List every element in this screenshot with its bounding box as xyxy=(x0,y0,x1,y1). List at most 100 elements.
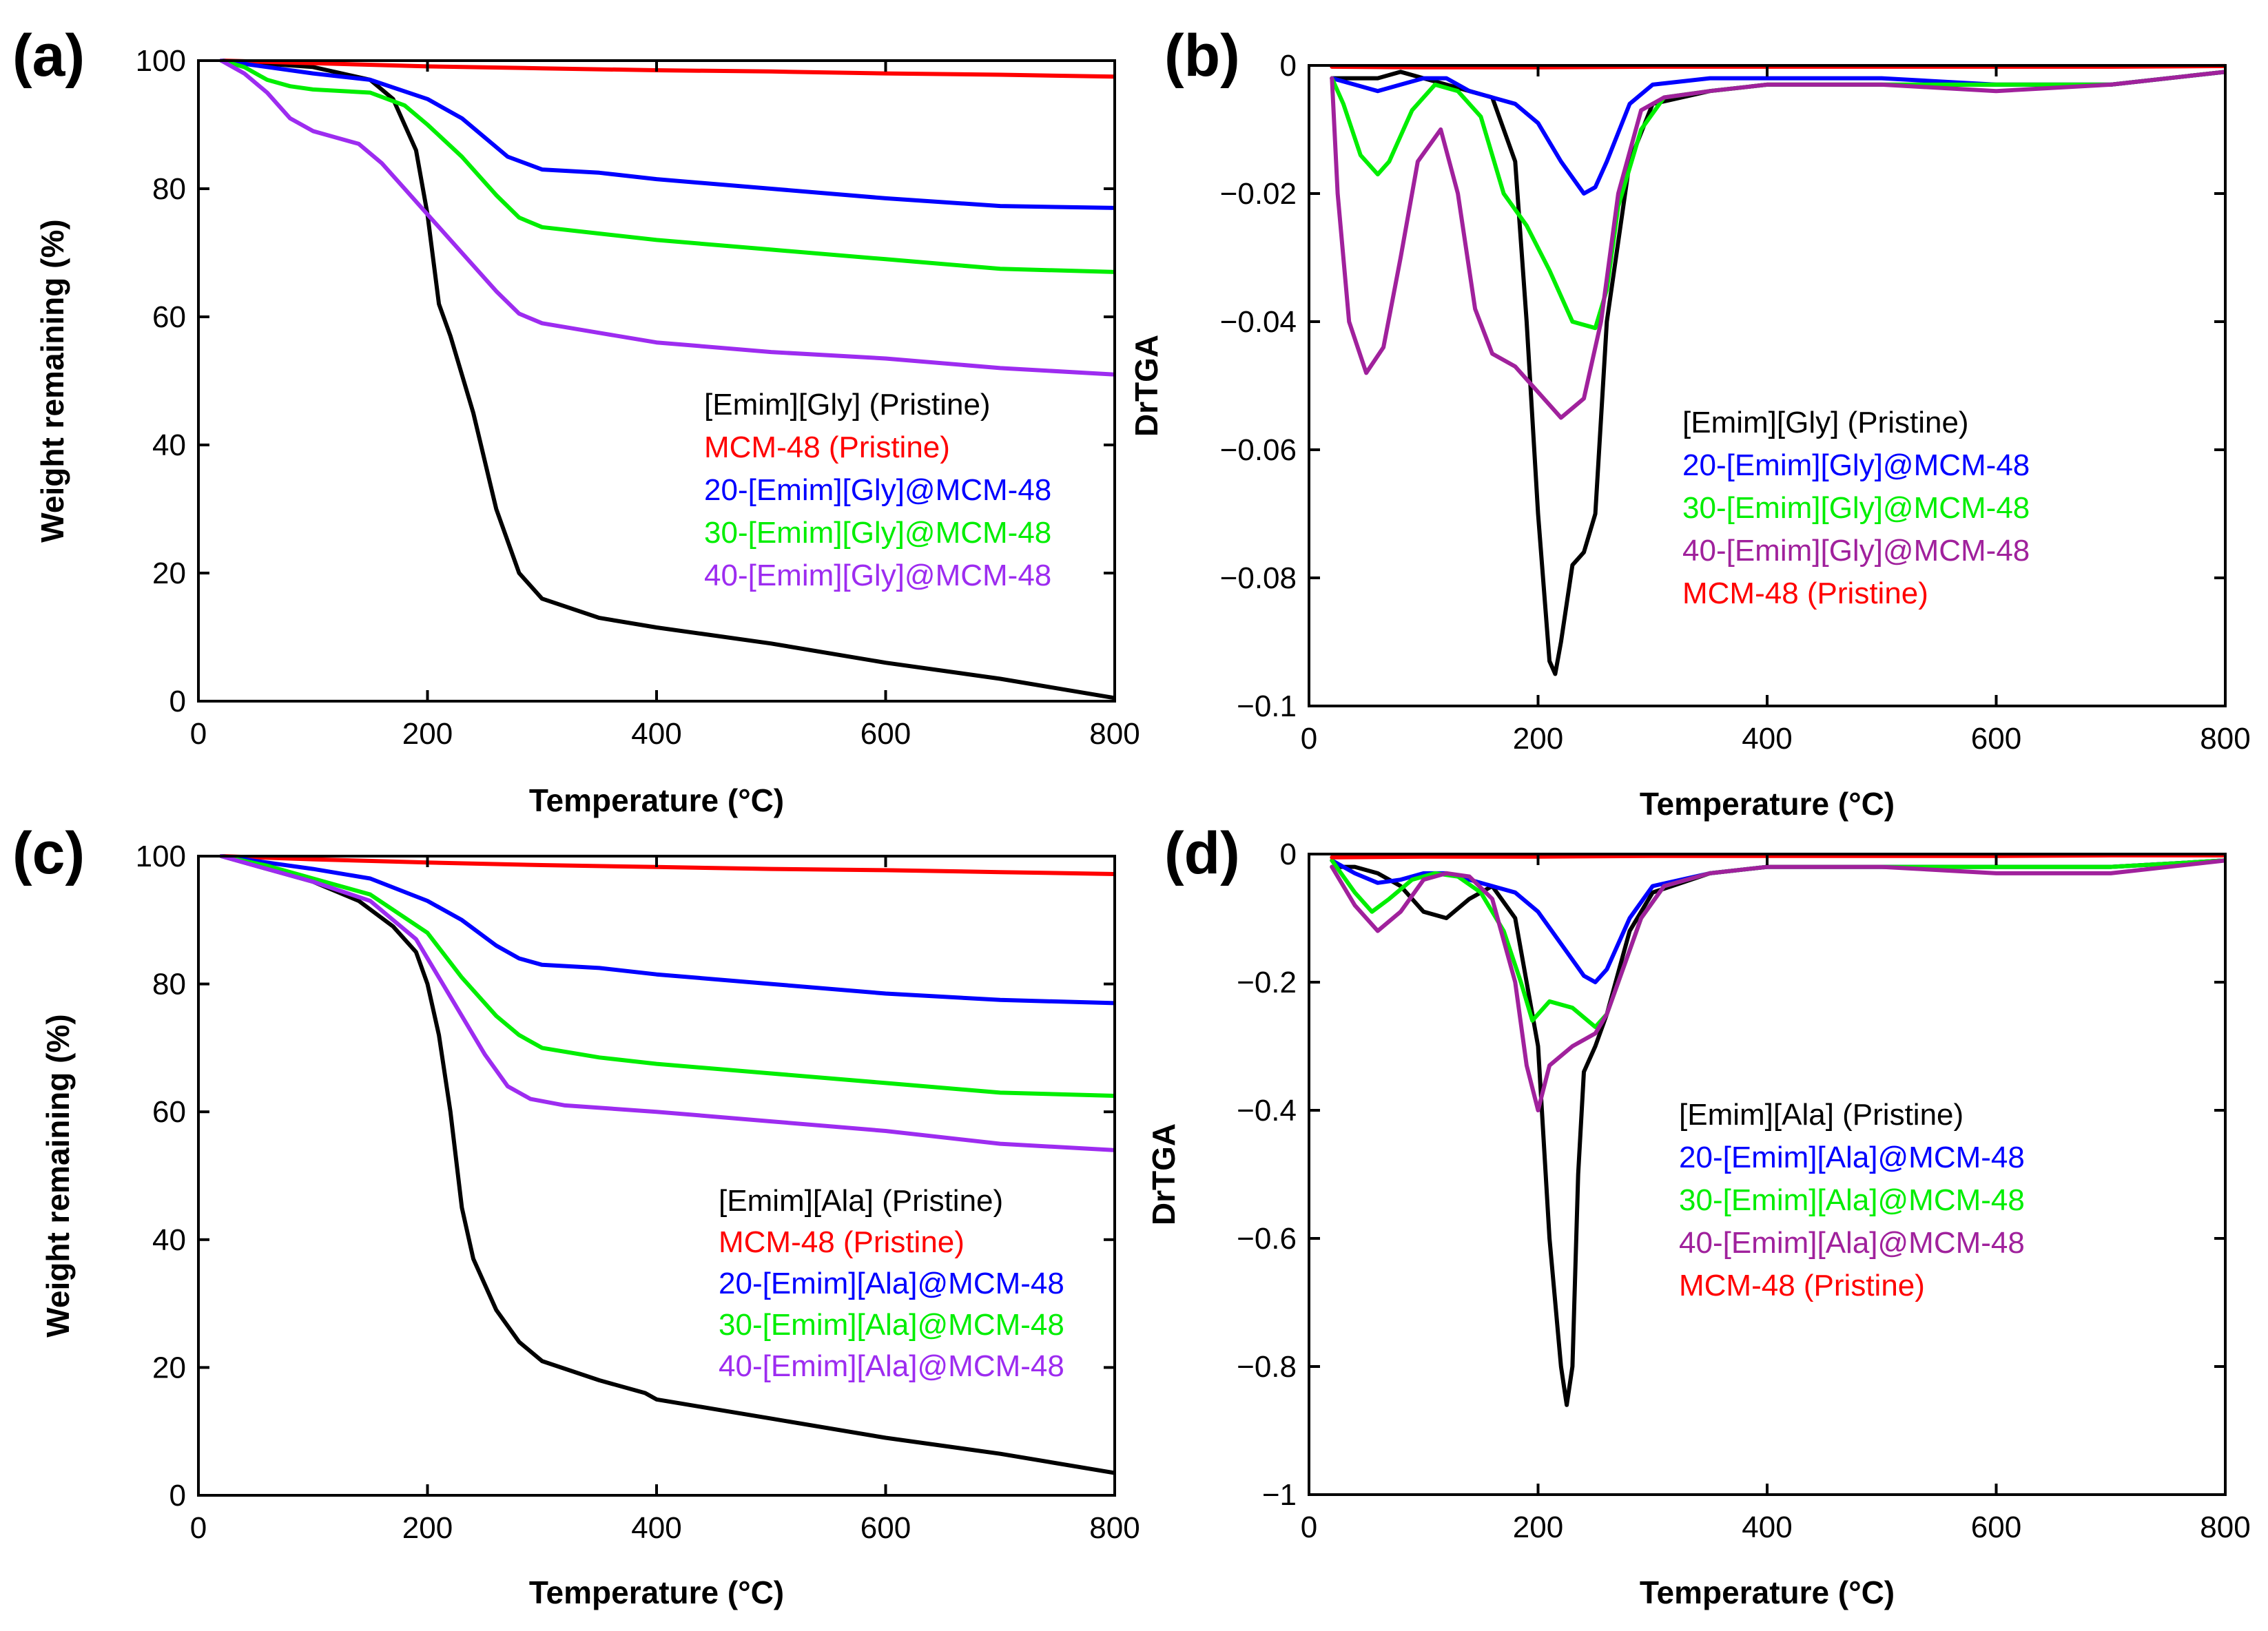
x-tick-label: 0 xyxy=(190,1511,207,1545)
panel-c: (c) 0 200 400 600 800 0 20 40 60 80 100 Temperature … xyxy=(12,820,1140,1610)
plot-frame xyxy=(1308,853,2227,1496)
x-tick-label: 600 xyxy=(860,717,911,751)
y-tick-label: 60 xyxy=(152,1095,186,1129)
x-tick-label: 800 xyxy=(2200,1510,2250,1544)
x-axis-title: Temperature (°C) xyxy=(1640,786,1895,822)
y-tick-label: −1 xyxy=(1262,1478,1297,1512)
series-line-5 xyxy=(219,854,1115,1152)
legend: [Emim][Ala] (Pristine) MCM-48 (Pristine) 2… xyxy=(719,1184,1064,1383)
y-tick-label: 80 xyxy=(152,968,186,1001)
x-tick-label: 800 xyxy=(1089,1511,1140,1545)
legend-entry: 20-[Emim][Gly]@MCM-48 xyxy=(1682,448,2030,482)
x-tick-label: 0 xyxy=(190,717,207,751)
series-line-4 xyxy=(1330,70,2225,420)
legend: [Emim][Gly] (Pristine) MCM-48 (Pristine) 2… xyxy=(704,388,1051,592)
legend-entry: 20-[Emim][Ala]@MCM-48 xyxy=(1679,1141,2025,1174)
series-group xyxy=(219,59,1115,700)
x-axis-title: Temperature (°C) xyxy=(1640,1575,1895,1610)
x-tick-label: 200 xyxy=(1513,1510,1563,1544)
x-tick-label: 200 xyxy=(1513,722,1563,756)
x-tick-label: 600 xyxy=(860,1511,911,1545)
x-tick-label: 400 xyxy=(1742,722,1792,756)
y-tick-label: 60 xyxy=(152,300,186,334)
legend-entry: MCM-48 (Pristine) xyxy=(1682,576,1928,610)
series-line-2 xyxy=(1330,858,2225,984)
panel-label: (b) xyxy=(1164,23,1240,89)
y-tick-label: −0.1 xyxy=(1237,689,1297,723)
series-line-3 xyxy=(219,59,1115,210)
y-axis-title: Weight remaining (%) xyxy=(40,1014,76,1337)
panel-b: (b) 0 200 400 600 800 −0.1 −0.08 −0.06 −0.04 −0.02… xyxy=(1128,23,2251,822)
legend-entry: MCM-48 (Pristine) xyxy=(1679,1269,1925,1302)
y-axis-title: DrTGA xyxy=(1146,1123,1182,1225)
legend-entry: 40-[Emim][Ala]@MCM-48 xyxy=(719,1349,1064,1383)
legend: [Emim][Gly] (Pristine) 20-[Emim][Gly]@MCM… xyxy=(1682,406,2030,610)
series-line-5 xyxy=(1330,853,2225,860)
y-tick-label: −0.4 xyxy=(1237,1094,1297,1128)
legend-entry: 20-[Emim][Ala]@MCM-48 xyxy=(719,1267,1064,1300)
legend-entry: 40-[Emim][Gly]@MCM-48 xyxy=(1682,534,2030,568)
series-line-1 xyxy=(219,854,1115,1475)
series-line-3 xyxy=(219,854,1115,1006)
y-tick-label: 80 xyxy=(152,172,186,206)
y-tick-label: −0.02 xyxy=(1220,177,1297,211)
y-tick-label: 40 xyxy=(152,1223,186,1257)
x-tick-label: 400 xyxy=(631,717,681,751)
series-line-3 xyxy=(1330,70,2225,331)
x-tick-label: 400 xyxy=(631,1511,681,1545)
y-tick-label: 100 xyxy=(136,840,186,873)
y-axis-title: Weight remaining (%) xyxy=(34,219,70,542)
series-line-1 xyxy=(219,59,1115,700)
series-line-1 xyxy=(1330,858,2225,1407)
x-tick-label: 600 xyxy=(1971,722,2021,756)
plot-frame xyxy=(197,59,1116,703)
legend-entry: 30-[Emim][Gly]@MCM-48 xyxy=(1682,491,2030,525)
x-tick-label: 200 xyxy=(402,1511,453,1545)
series-line-5 xyxy=(219,59,1115,377)
series-line-4 xyxy=(219,854,1115,1098)
series-line-2 xyxy=(219,59,1115,79)
legend-entry: 30-[Emim][Ala]@MCM-48 xyxy=(1679,1183,2025,1217)
y-tick-label: −0.06 xyxy=(1220,433,1297,467)
legend: [Emim][Ala] (Pristine) 20-[Emim][Ala]@MCM… xyxy=(1679,1098,2025,1302)
panel-label: (d) xyxy=(1164,820,1240,886)
panel-label: (c) xyxy=(12,820,85,886)
legend-entry: [Emim][Gly] (Pristine) xyxy=(1682,406,1969,439)
series-line-3 xyxy=(1330,858,2225,1030)
y-tick-label: 0 xyxy=(1280,49,1297,83)
panel-d: (d) 0 200 400 600 800 −1 −0.8 −0.6 −0.4 −0.2 0 Tempe… xyxy=(1146,820,2251,1610)
x-axis-title: Temperature (°C) xyxy=(529,1575,784,1610)
y-tick-label: 20 xyxy=(152,1351,186,1384)
y-tick-label: 0 xyxy=(169,1479,186,1513)
x-tick-label: 400 xyxy=(1742,1510,1792,1544)
y-tick-label: −0.6 xyxy=(1237,1222,1297,1256)
y-tick-label: 100 xyxy=(136,44,186,78)
x-tick-label: 800 xyxy=(2200,722,2250,756)
x-tick-label: 0 xyxy=(1301,722,1317,756)
x-tick-label: 0 xyxy=(1301,1510,1317,1544)
y-tick-label: 40 xyxy=(152,428,186,462)
legend-entry: MCM-48 (Pristine) xyxy=(704,430,950,464)
x-tick-label: 800 xyxy=(1089,717,1140,751)
panel-a: (a) 0 200 400 600 800 0 20 40 60 80 100 Temperature … xyxy=(12,23,1140,818)
y-tick-label: −0.8 xyxy=(1237,1350,1297,1384)
y-tick-label: 0 xyxy=(169,685,186,718)
y-tick-label: −0.04 xyxy=(1220,305,1297,339)
series-line-4 xyxy=(219,59,1115,274)
panel-label: (a) xyxy=(12,23,85,89)
legend-entry: [Emim][Gly] (Pristine) xyxy=(704,388,991,422)
y-tick-label: 20 xyxy=(152,557,186,590)
x-tick-label: 200 xyxy=(402,717,453,751)
legend-entry: 20-[Emim][Gly]@MCM-48 xyxy=(704,473,1051,507)
y-axis-title: DrTGA xyxy=(1128,335,1164,437)
legend-entry: [Emim][Ala] (Pristine) xyxy=(719,1184,1003,1218)
series-line-4 xyxy=(1330,858,2225,1112)
legend-entry: [Emim][Ala] (Pristine) xyxy=(1679,1098,1963,1132)
legend-entry: 30-[Emim][Gly]@MCM-48 xyxy=(704,516,1051,550)
y-tick-label: −0.08 xyxy=(1220,561,1297,595)
legend-entry: 30-[Emim][Ala]@MCM-48 xyxy=(719,1308,1064,1342)
series-line-2 xyxy=(1330,70,2225,196)
x-tick-label: 600 xyxy=(1971,1510,2021,1544)
y-tick-label: −0.2 xyxy=(1237,966,1297,999)
